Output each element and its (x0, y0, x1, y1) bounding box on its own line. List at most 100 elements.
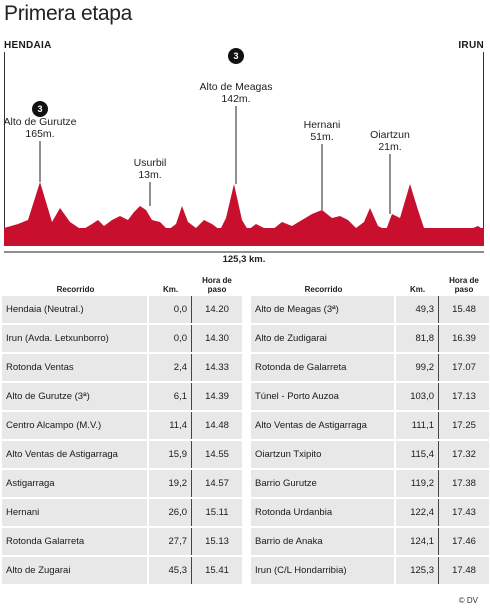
km-cell: 115,4 (396, 441, 439, 468)
km-cell: 45,3 (149, 557, 192, 584)
place-cell: Alto de Gurutze (3ª) (2, 383, 149, 410)
profile-area-layer (4, 182, 484, 246)
hour-cell: 14.30 (192, 325, 242, 352)
peak-elevation: 21m. (378, 141, 401, 153)
hour-cell: 17.48 (439, 557, 489, 584)
place-cell: Barrio de Anaka (251, 528, 396, 555)
start-label: HENDAIA (4, 40, 52, 51)
place-cell: Túnel - Porto Auzoa (251, 383, 396, 410)
route-header: Recorrido (304, 285, 343, 294)
peak-name: Hernani (304, 119, 341, 131)
peak-elevation: 13m. (138, 169, 161, 181)
km-header: Km. (162, 285, 179, 294)
table-row: Irun (C/L Hondarribia) 125,3 17.48 (251, 557, 489, 584)
hour-cell: 15.41 (192, 557, 242, 584)
km-cell: 0,0 (149, 296, 192, 323)
hour-cell: 17.13 (439, 383, 489, 410)
hour-cell: 14.57 (192, 470, 242, 497)
km-cell: 11,4 (149, 412, 192, 439)
place-cell: Astigarraga (2, 470, 149, 497)
hour-cell: 14.20 (192, 296, 242, 323)
place-cell: Alto Ventas de Astigarraga (2, 441, 149, 468)
place-cell: Hendaia (Neutral.) (2, 296, 149, 323)
table-row: Alto Ventas de Astigarraga 111,1 17.25 (251, 412, 489, 439)
finish-marker (483, 52, 484, 232)
hour-cell: 17.25 (439, 412, 489, 439)
table-row: Oiartzun Txipito 115,4 17.32 (251, 441, 489, 468)
peak-name: Oiartzun (370, 129, 410, 141)
km-cell: 49,3 (396, 296, 439, 323)
table-row: Túnel - Porto Auzoa 103,0 17.13 (251, 383, 489, 410)
place-cell: Alto Ventas de Astigarraga (251, 412, 396, 439)
place-cell: Barrio Gurutze (251, 470, 396, 497)
table-row: Barrio de Anaka 124,1 17.46 (251, 528, 489, 555)
km-cell: 27,7 (149, 528, 192, 555)
route-table-right: Recorrido Km. Hora de paso Alto de Meaga… (251, 266, 489, 586)
km-cell: 122,4 (396, 499, 439, 526)
category-badge-icon (32, 101, 48, 117)
km-cell: 124,1 (396, 528, 439, 555)
hour-header: Hora de paso (449, 276, 479, 294)
table-row: Hendaia (Neutral.) 0,0 14.20 (2, 296, 242, 323)
source-credit: © DV (458, 596, 478, 605)
km-cell: 2,4 (149, 354, 192, 381)
table-row: Rotonda Urdanbia 122,4 17.43 (251, 499, 489, 526)
hour-cell: 15.13 (192, 528, 242, 555)
hour-cell: 14.39 (192, 383, 242, 410)
category-badge-label: 3 (233, 51, 238, 61)
table-row: Astigarraga 19,2 14.57 (2, 470, 242, 497)
place-cell: Alto de Meagas (3ª) (251, 296, 396, 323)
hour-cell: 17.38 (439, 470, 489, 497)
category-badge-icon (228, 48, 244, 64)
km-cell: 19,2 (149, 470, 192, 497)
place-cell: Rotonda de Galarreta (251, 354, 396, 381)
km-cell: 26,0 (149, 499, 192, 526)
table-row: Rotonda Galarreta 27,7 15.13 (2, 528, 242, 555)
km-cell: 6,1 (149, 383, 192, 410)
place-cell: Irun (Avda. Letxunborro) (2, 325, 149, 352)
km-cell: 125,3 (396, 557, 439, 584)
km-cell: 119,2 (396, 470, 439, 497)
km-cell: 111,1 (396, 412, 439, 439)
km-header: Km. (409, 285, 426, 294)
place-cell: Rotonda Urdanbia (251, 499, 396, 526)
peak-name: Usurbil (134, 157, 167, 169)
table-row: Irun (Avda. Letxunborro) 0,0 14.30 (2, 325, 242, 352)
hour-cell: 16.39 (439, 325, 489, 352)
km-cell: 15,9 (149, 441, 192, 468)
hour-cell: 15.11 (192, 499, 242, 526)
category-badge-label: 3 (37, 104, 42, 114)
table-row: Barrio Gurutze 119,2 17.38 (251, 470, 489, 497)
table-row: Alto de Zugarai 45,3 15.41 (2, 557, 242, 584)
table-row: Centro Alcampo (M.V.) 11,4 14.48 (2, 412, 242, 439)
table-row: Alto de Gurutze (3ª) 6,1 14.39 (2, 383, 242, 410)
km-cell: 0,0 (149, 325, 192, 352)
table-row: Alto Ventas de Astigarraga 15,9 14.55 (2, 441, 242, 468)
start-marker (4, 52, 5, 232)
route-table-left: Recorrido Km. Hora de paso Hendaia (Neut… (2, 266, 242, 586)
peak-elevation: 142m. (221, 93, 250, 105)
table-row: Alto de Meagas (3ª) 49,3 15.48 (251, 296, 489, 323)
hour-cell: 17.32 (439, 441, 489, 468)
table-row: Alto de Zudigarai 81,8 16.39 (251, 325, 489, 352)
hour-cell: 14.48 (192, 412, 242, 439)
place-cell: Alto de Zugarai (2, 557, 149, 584)
hour-cell: 14.55 (192, 441, 242, 468)
peak-elevation: 51m. (310, 131, 333, 143)
finish-label: IRUN (458, 40, 484, 51)
total-distance-label: 125,3 km. (223, 254, 266, 265)
peak-elevation: 165m. (25, 128, 54, 140)
hour-cell: 17.46 (439, 528, 489, 555)
km-cell: 99,2 (396, 354, 439, 381)
elevation-base-band (4, 228, 484, 246)
place-cell: Irun (C/L Hondarribia) (251, 557, 396, 584)
table-row: Rotonda de Galarreta 99,2 17.07 (251, 354, 489, 381)
place-cell: Centro Alcampo (M.V.) (2, 412, 149, 439)
hour-cell: 17.07 (439, 354, 489, 381)
place-cell: Rotonda Ventas (2, 354, 149, 381)
